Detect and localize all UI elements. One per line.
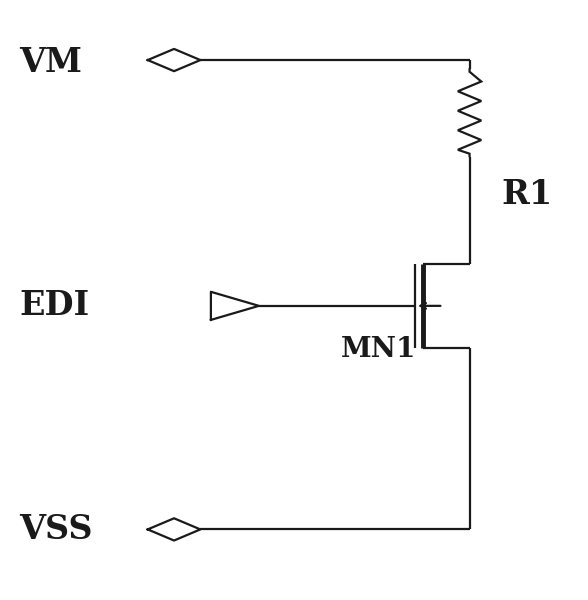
Text: VSS: VSS — [19, 513, 92, 546]
Text: VM: VM — [19, 46, 82, 79]
Text: MN1: MN1 — [341, 336, 416, 363]
Text: R1: R1 — [502, 178, 553, 211]
Text: EDI: EDI — [19, 289, 89, 322]
